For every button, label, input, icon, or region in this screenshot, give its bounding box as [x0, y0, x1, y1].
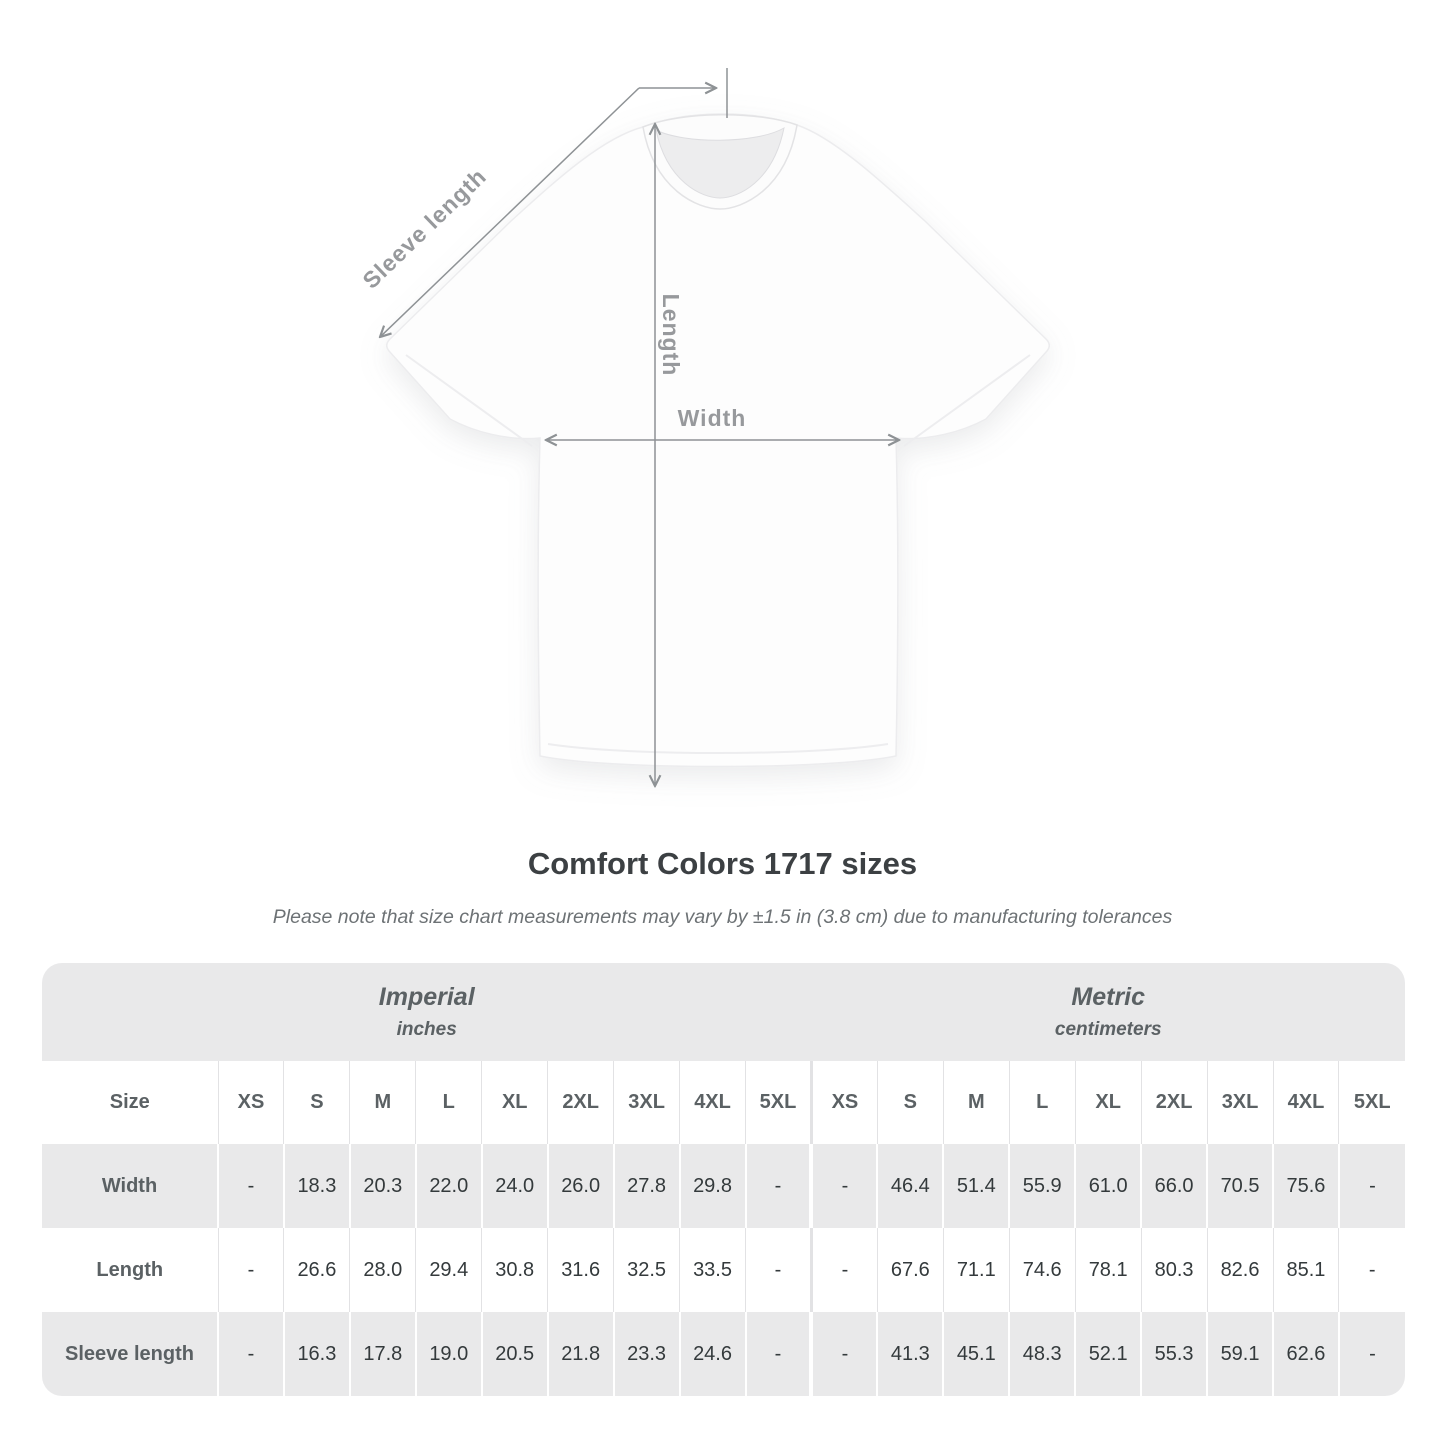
size-col-imperial-3xl: 3XL [613, 1061, 680, 1144]
cell-width-metric-m: 51.4 [942, 1144, 1010, 1228]
size-col-imperial-l: L [415, 1061, 482, 1144]
cell-sleeve-length-imperial-l: 19.0 [414, 1312, 482, 1396]
cell-length-imperial-2xl: 31.6 [547, 1228, 614, 1312]
size-col-metric-s: S [876, 1061, 944, 1144]
measurement-row-sleeve-length: Sleeve length -16.3 17.8 19.0 20.5 21.8 23.3 24… [42, 1312, 1405, 1396]
size-col-metric-4xl: 4XL [1272, 1061, 1339, 1144]
size-col-metric-l: L [1008, 1061, 1076, 1144]
cell-length-metric-2xl: 80.3 [1140, 1228, 1208, 1312]
cell-length-metric-s: 67.6 [876, 1228, 944, 1312]
size-col-metric-xs: XS [809, 1061, 878, 1144]
cell-length-metric-xl: 78.1 [1074, 1228, 1142, 1312]
size-col-metric-2xl: 2XL [1140, 1061, 1208, 1144]
size-col-imperial-m: M [349, 1061, 416, 1144]
cell-sleeve-length-metric-4xl: 62.6 [1272, 1312, 1339, 1396]
cell-sleeve-length-imperial-m: 17.8 [348, 1312, 416, 1396]
size-col-metric-5xl: 5XL [1338, 1061, 1405, 1144]
cell-length-imperial-s: 26.6 [283, 1228, 350, 1312]
cell-width-metric-xs: - [809, 1144, 878, 1228]
row-label-length: Length [42, 1228, 218, 1312]
measurement-row-length: Length -26.6 28.0 29.4 30.8 31.6 32.5 33.5- -67.… [42, 1228, 1405, 1312]
row-label-width: Width [42, 1144, 218, 1228]
cell-sleeve-length-metric-5xl: - [1337, 1312, 1405, 1396]
collar-inner [655, 127, 785, 199]
cell-width-metric-5xl: - [1337, 1144, 1405, 1228]
cell-width-imperial-5xl: - [744, 1144, 812, 1228]
cell-length-metric-m: 71.1 [942, 1228, 1010, 1312]
cell-length-metric-xs: - [809, 1228, 878, 1312]
cell-sleeve-length-metric-2xl: 55.3 [1140, 1312, 1208, 1396]
cell-sleeve-length-metric-l: 48.3 [1008, 1312, 1076, 1396]
cell-width-metric-s: 46.4 [876, 1144, 944, 1228]
cell-sleeve-length-metric-s: 41.3 [876, 1312, 944, 1396]
cell-length-imperial-5xl: - [745, 1228, 812, 1312]
cell-sleeve-length-imperial-5xl: - [744, 1312, 812, 1396]
cell-length-imperial-m: 28.0 [349, 1228, 416, 1312]
size-col-imperial-s: S [283, 1061, 350, 1144]
cell-width-imperial-xs: - [217, 1144, 284, 1228]
length-label: Length [658, 294, 684, 377]
size-col-imperial-xl: XL [481, 1061, 548, 1144]
imperial-unit: inches [396, 1019, 457, 1040]
size-header-row: Size XS S M L XL 2XL 3XL 4XL 5XL XS S M L XL 2XL 3XL 4XL… [42, 1061, 1405, 1144]
cell-length-metric-3xl: 82.6 [1206, 1228, 1273, 1312]
size-col-imperial-5xl: 5XL [745, 1061, 812, 1144]
cell-width-metric-3xl: 70.5 [1206, 1144, 1273, 1228]
cell-sleeve-length-imperial-xs: - [217, 1312, 284, 1396]
measurement-arrows [380, 68, 899, 786]
page-title: Comfort Colors 1717 sizes [527, 846, 918, 881]
metric-header: Metric centimeters [811, 963, 1405, 1061]
size-col-metric-3xl: 3XL [1206, 1061, 1273, 1144]
cell-width-metric-2xl: 66.0 [1140, 1144, 1208, 1228]
cell-width-imperial-s: 18.3 [282, 1144, 350, 1228]
size-column-label: Size [42, 1061, 218, 1144]
size-col-imperial-xs: XS [217, 1061, 284, 1144]
cell-length-metric-5xl: - [1338, 1228, 1405, 1312]
size-col-imperial-4xl: 4XL [679, 1061, 746, 1144]
cell-length-imperial-4xl: 33.5 [679, 1228, 746, 1312]
cell-length-metric-l: 74.6 [1008, 1228, 1076, 1312]
cell-sleeve-length-imperial-4xl: 24.6 [678, 1312, 746, 1396]
cell-length-imperial-xs: - [217, 1228, 284, 1312]
cell-length-imperial-xl: 30.8 [481, 1228, 548, 1312]
cell-sleeve-length-imperial-2xl: 21.8 [546, 1312, 614, 1396]
width-label: Width [678, 405, 747, 431]
metric-title: Metric [1071, 983, 1146, 1011]
cell-sleeve-length-metric-xs: - [809, 1312, 878, 1396]
cell-width-imperial-l: 22.0 [414, 1144, 482, 1228]
imperial-title: Imperial [378, 983, 475, 1011]
cell-sleeve-length-metric-3xl: 59.1 [1206, 1312, 1273, 1396]
sleeve-arrow-diagonal [380, 87, 640, 337]
size-col-imperial-2xl: 2XL [547, 1061, 614, 1144]
cell-length-imperial-3xl: 32.5 [613, 1228, 680, 1312]
cell-width-metric-4xl: 75.6 [1272, 1144, 1339, 1228]
tolerance-note: Please note that size chart measurements… [272, 906, 1173, 928]
row-label-sleeve-length: Sleeve length [42, 1312, 218, 1396]
metric-unit: centimeters [1054, 1019, 1162, 1040]
size-col-metric-m: M [942, 1061, 1010, 1144]
cell-width-imperial-m: 20.3 [348, 1144, 416, 1228]
cell-width-metric-l: 55.9 [1008, 1144, 1076, 1228]
tshirt-measurement-diagram: Sleeve length Length Width [357, 68, 1050, 835]
unit-header-row: Imperial inches Metric centimeters [42, 963, 1405, 1061]
cell-width-imperial-xl: 24.0 [480, 1144, 548, 1228]
cell-width-imperial-2xl: 26.0 [546, 1144, 614, 1228]
size-chart-table: Imperial inches Metric centimeters Size … [42, 963, 1405, 1396]
cell-sleeve-length-imperial-s: 16.3 [282, 1312, 350, 1396]
cell-width-imperial-3xl: 27.8 [612, 1144, 680, 1228]
cell-length-metric-4xl: 85.1 [1272, 1228, 1339, 1312]
cell-sleeve-length-metric-m: 45.1 [942, 1312, 1010, 1396]
cell-sleeve-length-imperial-3xl: 23.3 [612, 1312, 680, 1396]
cell-sleeve-length-metric-xl: 52.1 [1074, 1312, 1142, 1396]
measurement-row-width: Width -18.3 20.3 22.0 24.0 26.0 27.8 29.8- -46.4… [42, 1144, 1405, 1228]
cell-width-imperial-4xl: 29.8 [678, 1144, 746, 1228]
cell-sleeve-length-imperial-xl: 20.5 [480, 1312, 548, 1396]
cell-length-imperial-l: 29.4 [415, 1228, 482, 1312]
size-col-metric-xl: XL [1074, 1061, 1142, 1144]
cell-width-metric-xl: 61.0 [1074, 1144, 1142, 1228]
imperial-header: Imperial inches [42, 963, 812, 1061]
